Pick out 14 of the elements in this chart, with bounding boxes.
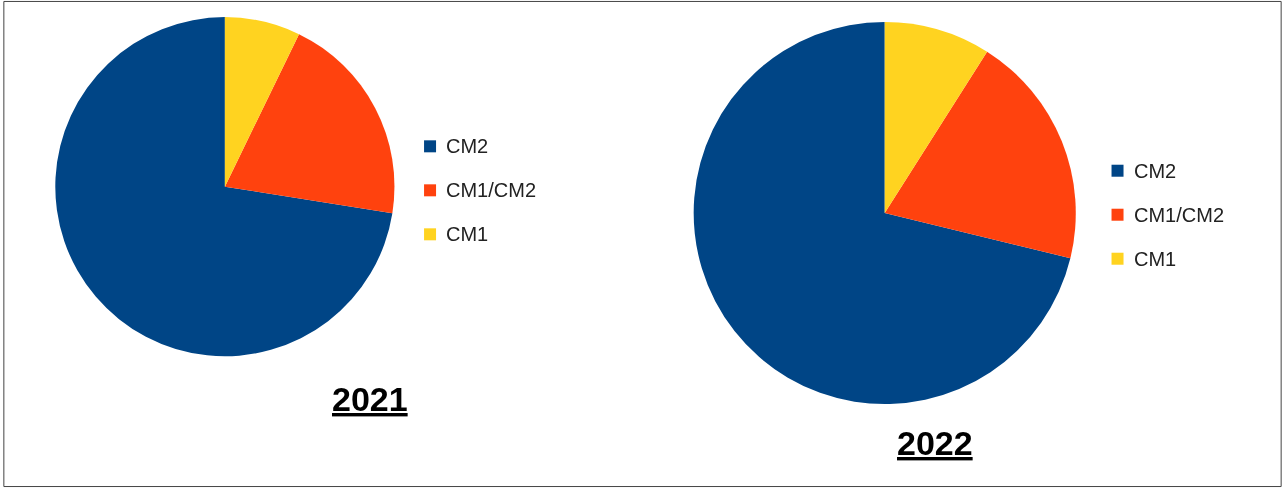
pie-slice [224, 17, 299, 187]
text: 2022 [897, 424, 973, 462]
legend-label: CM1 [1134, 248, 1177, 270]
pie-slice [884, 21, 988, 214]
legend-label: CM1/CM2 [1134, 204, 1225, 226]
legend-label: CM1/CM2 [446, 179, 537, 201]
pie-slice [55, 17, 393, 357]
pie-slice [884, 51, 1076, 259]
legend-label: CM2 [446, 135, 489, 157]
legend-label: CM2 [1134, 160, 1177, 182]
pie-slice [224, 34, 395, 214]
pie-slice [693, 21, 1071, 404]
text: 2021 [332, 380, 408, 418]
legend-label: CM1 [446, 223, 489, 245]
